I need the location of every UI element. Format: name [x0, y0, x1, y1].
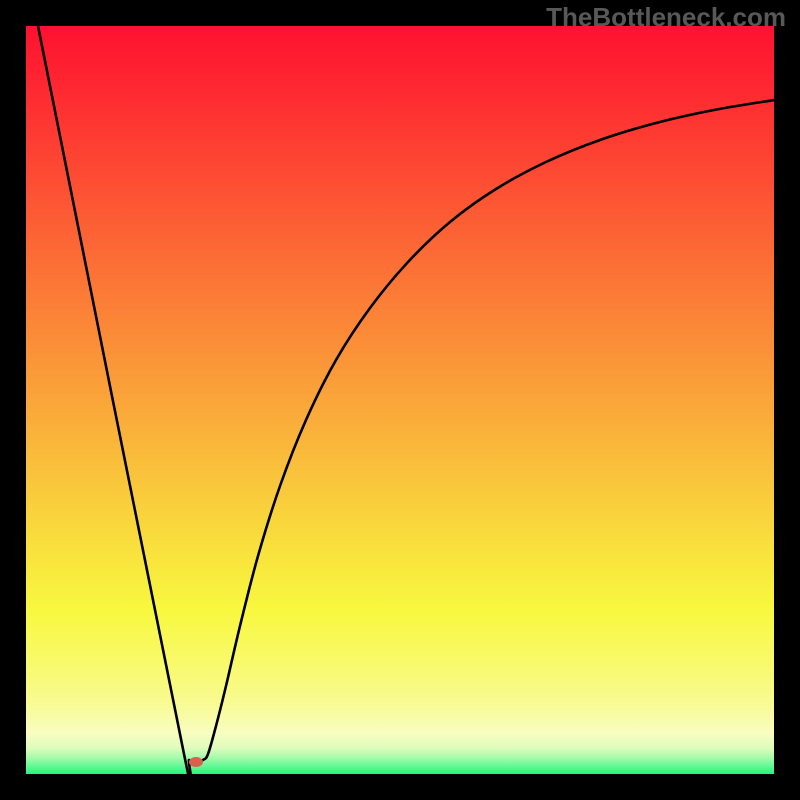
plot-background: [26, 26, 774, 774]
plot-area: [26, 26, 774, 774]
minimum-marker: [189, 757, 203, 767]
watermark-text: TheBottleneck.com: [546, 2, 786, 33]
curve-layer: [26, 26, 774, 774]
